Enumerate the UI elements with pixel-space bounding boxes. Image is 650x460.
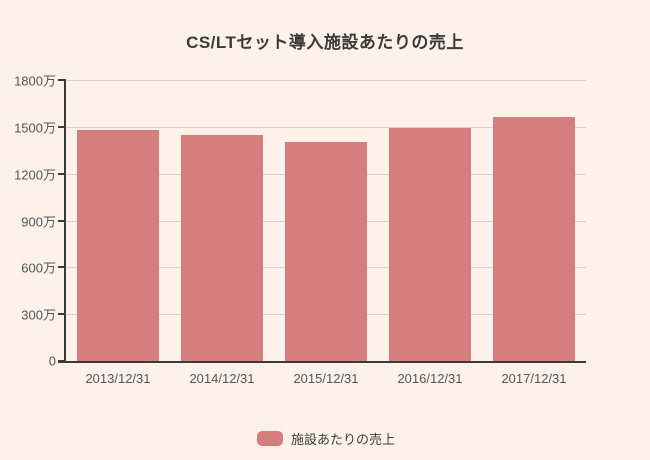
y-axis-tick xyxy=(58,219,66,222)
y-axis-tick xyxy=(58,172,66,175)
y-axis-tick xyxy=(58,313,66,316)
bar-2014-12-31[interactable] xyxy=(181,134,263,361)
y-axis-tick xyxy=(58,125,66,128)
x-tick-label: 2017/12/31 xyxy=(501,371,567,386)
y-tick-label: 900万 xyxy=(21,214,56,229)
x-tick-label: 2016/12/31 xyxy=(397,371,463,386)
x-tick-label: 2013/12/31 xyxy=(85,371,151,386)
y-axis-tick xyxy=(58,360,66,362)
x-tick-label: 2015/12/31 xyxy=(293,371,359,386)
y-tick-label: 0 xyxy=(48,353,56,369)
legend-item[interactable]: 施設あたりの売上 xyxy=(256,429,395,448)
bar-2017-12-31[interactable] xyxy=(493,116,575,361)
x-tick-label: 2014/12/31 xyxy=(189,371,255,386)
bar-2016-12-31[interactable] xyxy=(389,128,471,361)
plot-area: 0 300万 600万 900万 1200万 1500万 1800万 2013/12/31 20… xyxy=(14,74,586,386)
y-tick-label: 1800万 xyxy=(14,73,56,89)
y-axis-line xyxy=(64,80,66,363)
legend: 施設あたりの売上 xyxy=(66,429,586,448)
gridline xyxy=(66,80,586,81)
legend-label: 施設あたりの売上 xyxy=(290,432,395,447)
y-tick-label: 1500万 xyxy=(14,120,56,136)
y-tick-label: 600万 xyxy=(21,260,56,276)
y-axis-tick xyxy=(58,79,66,81)
chart-title: CS/LTセット導入施設あたりの売上 xyxy=(186,33,464,52)
y-tick-label: 300万 xyxy=(21,307,56,323)
gridline xyxy=(66,126,586,128)
bar-2013-12-31[interactable] xyxy=(77,129,159,361)
y-tick-label: 1200万 xyxy=(14,167,56,183)
y-axis-tick xyxy=(58,266,66,269)
x-axis-line xyxy=(58,361,586,363)
legend-swatch xyxy=(256,431,283,446)
bar-2015-12-31[interactable] xyxy=(285,141,367,361)
